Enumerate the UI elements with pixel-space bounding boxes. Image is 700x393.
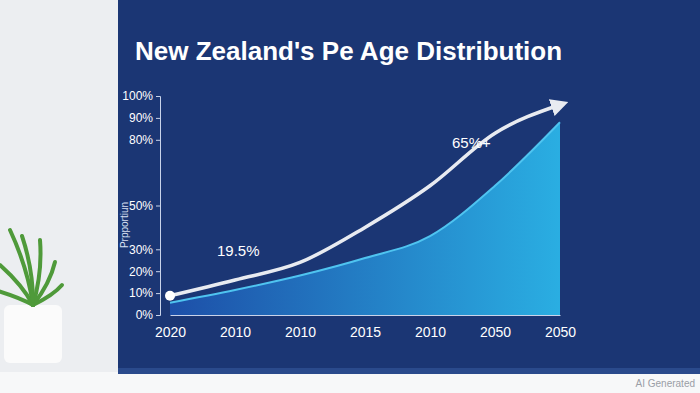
y-tick-mark — [156, 96, 160, 97]
y-tick-label: 20% — [129, 265, 153, 279]
y-tick: 90% — [129, 111, 160, 125]
y-tick-mark — [156, 271, 160, 272]
y-axis-title: Prpportiun — [119, 202, 130, 248]
x-tick-label: 2010 — [285, 324, 316, 340]
board-edge — [118, 368, 700, 374]
y-tick-mark — [156, 293, 160, 294]
start-dot — [165, 291, 175, 301]
y-tick: 0% — [136, 308, 160, 322]
x-tick-label: 2050 — [480, 324, 511, 340]
y-tick: 100% — [122, 89, 160, 103]
chart-title: New Zealand's Pe Age Distribution — [135, 36, 562, 66]
plot-area — [165, 105, 560, 315]
y-tick-mark — [156, 206, 160, 207]
y-tick: 80% — [129, 133, 160, 147]
x-axis: 2020 2010 2010 2015 2010 2050 2050 — [155, 315, 576, 340]
y-tick: 20% — [129, 265, 160, 279]
y-tick-label: 90% — [129, 111, 153, 125]
x-tick: 2050 — [480, 315, 511, 340]
annotation: 65%+ — [452, 134, 491, 151]
x-tick: 2050 — [545, 315, 576, 340]
x-tick-label: 2010 — [415, 324, 446, 340]
x-tick: 2015 — [350, 315, 381, 340]
y-tick-mark — [156, 315, 160, 316]
y-tick-mark — [156, 140, 160, 141]
y-tick-mark — [156, 118, 160, 119]
x-tick-label: 2015 — [350, 324, 381, 340]
y-tick-label: 10% — [129, 286, 153, 300]
x-tick: 2010 — [220, 315, 251, 340]
chart-root: New Zealand's Pe Age Distribution 0% 10% 20… — [0, 0, 700, 393]
watermark: AI Generated — [636, 378, 695, 389]
y-tick-label: 0% — [136, 308, 154, 322]
pot — [4, 305, 62, 363]
x-tick: 2010 — [285, 315, 316, 340]
y-axis-line — [156, 97, 161, 316]
y-tick: 50% — [129, 199, 160, 213]
annotation: 19.5% — [217, 242, 260, 259]
leaf — [10, 230, 33, 305]
background — [0, 0, 700, 393]
x-tick: 2010 — [415, 315, 446, 340]
x-tick-label: 2020 — [155, 324, 186, 340]
y-tick: 10% — [129, 286, 160, 300]
shelf — [0, 372, 700, 393]
y-tick-label: 30% — [129, 243, 153, 257]
area — [170, 122, 560, 315]
leaf — [0, 290, 33, 305]
y-tick: 30% — [129, 243, 160, 257]
y-tick-label: 100% — [122, 89, 153, 103]
x-tick: 2020 — [155, 315, 186, 340]
y-tick-label: 80% — [129, 133, 153, 147]
leaf — [33, 285, 62, 305]
x-tick-label: 2050 — [545, 324, 576, 340]
y-tick-mark — [156, 249, 160, 250]
plant — [0, 230, 62, 363]
board — [118, 0, 700, 374]
y-tick-label: 50% — [129, 199, 153, 213]
leaf — [22, 236, 33, 305]
x-tick-label: 2010 — [220, 324, 251, 340]
x-axis-line — [171, 315, 561, 316]
line — [170, 105, 560, 296]
area-edge — [170, 122, 560, 302]
